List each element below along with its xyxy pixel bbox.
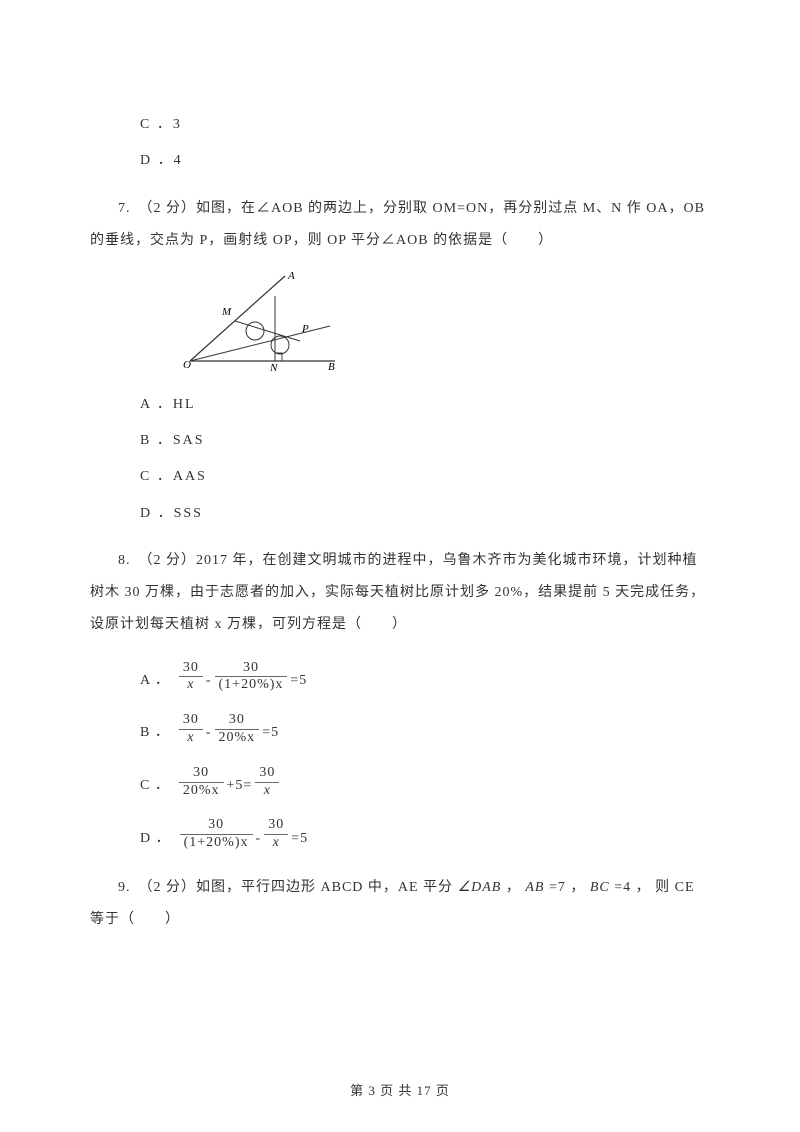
q9-ab-label: AB [525,880,544,895]
q9-angle: ∠DAB [458,880,502,895]
q8-b-frac1-den: x [179,730,203,747]
q8-option-a: A ． 30 x - 30 (1+20%)x =5 [140,660,710,695]
q6-option-d: D ．4 [140,150,710,172]
q9-part2: ， [506,880,521,895]
diagram-label-p: P [301,323,309,335]
q7-option-b: B ．SAS [140,430,710,452]
q7-option-a: A ．HL [140,394,710,416]
q8-b-label: B ． [140,722,170,744]
q9-part3: ， [570,880,585,895]
angle-bisector-diagram: O A B M N P [180,271,340,371]
q8-c-frac1-den: 20%x [179,783,224,800]
q9-ab-val: =7 [549,880,566,895]
q8-d-frac1-den: (1+20%)x [180,835,253,852]
q8-a-frac2: 30 (1+20%)x [215,660,288,695]
q8-a-suffix: =5 [290,670,307,692]
q7-option-d: D ．SSS [140,503,710,525]
q7-option-c: C ．AAS [140,466,710,488]
q8-d-frac2: 30 x [264,817,288,852]
q9-text: 9. （2 分）如图，平行四边形 ABCD 中，AE 平分 ∠DAB ， AB … [90,872,710,936]
q8-c-frac2: 30 x [255,765,279,800]
q8-option-b: B ． 30 x - 30 20%x =5 [140,712,710,747]
q8-c-label: C ． [140,775,170,797]
diagram-label-b: B [328,361,335,371]
q8-b-frac2: 30 20%x [215,712,260,747]
q8-d-frac2-den: x [264,835,288,852]
diagram-label-a: A [287,271,295,282]
q8-d-mid: - [256,828,262,850]
q8-c-frac1: 30 20%x [179,765,224,800]
q8-a-mid: - [206,670,212,692]
q8-b-suffix: =5 [262,722,279,744]
diagram-label-m: M [221,306,232,318]
q8-b-frac2-num: 30 [215,712,260,730]
q8-c-frac1-num: 30 [179,765,224,783]
q9-part1: 9. （2 分）如图，平行四边形 ABCD 中，AE 平分 [118,880,458,895]
q9-bc-val: =4 [614,880,631,895]
q8-b-mid: - [206,722,212,744]
q8-b-frac2-den: 20%x [215,730,260,747]
q8-option-d: D ． 30 (1+20%)x - 30 x =5 [140,817,710,852]
q6-option-c: C ．3 [140,114,710,136]
q9-bc-label: BC [590,880,610,895]
q8-c-mid: +5= [227,775,253,797]
page-footer: 第 3 页 共 17 页 [0,1081,800,1102]
q8-a-frac1-den: x [179,677,203,694]
q8-b-frac1: 30 x [179,712,203,747]
q8-text: 8. （2 分）2017 年，在创建文明城市的进程中，乌鲁木齐市为美化城市环境，… [90,545,710,642]
q8-a-frac2-num: 30 [215,660,288,678]
q8-d-label: D ． [140,828,171,850]
diagram-label-o: O [183,359,191,371]
diagram-label-n: N [269,362,278,371]
q7-text: 7. （2 分）如图，在∠AOB 的两边上，分别取 OM=ON，再分别过点 M、… [90,193,710,257]
q8-d-suffix: =5 [291,828,308,850]
q8-b-frac1-num: 30 [179,712,203,730]
q8-a-frac1: 30 x [179,660,203,695]
q8-a-frac2-den: (1+20%)x [215,677,288,694]
q8-d-frac2-num: 30 [264,817,288,835]
q8-d-frac1-num: 30 [180,817,253,835]
q7-diagram: O A B M N P [180,271,710,379]
q8-d-frac1: 30 (1+20%)x [180,817,253,852]
q8-c-frac2-den: x [255,783,279,800]
q8-a-label: A ． [140,670,170,692]
q8-option-c: C ． 30 20%x +5= 30 x [140,765,710,800]
q8-c-frac2-num: 30 [255,765,279,783]
q8-a-frac1-num: 30 [179,660,203,678]
